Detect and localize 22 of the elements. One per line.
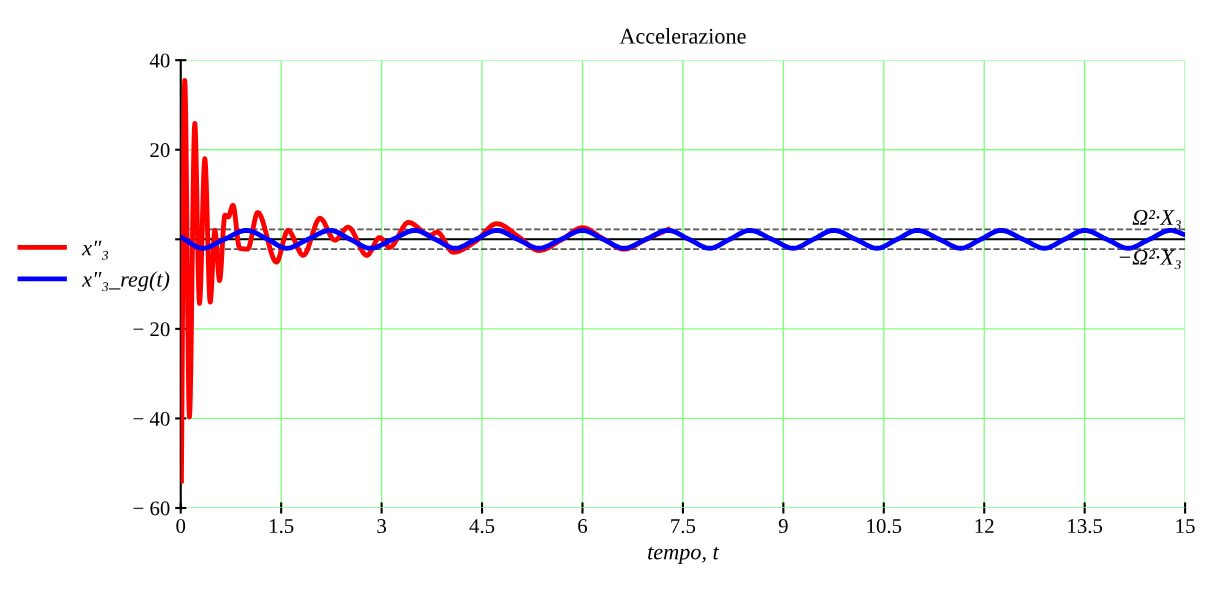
x-tick-label: 15 [1176, 519, 1195, 534]
x-tick-label: 9 [778, 519, 788, 534]
x-tick-label: 12 [975, 519, 994, 533]
x-tick-label: 13.5 [1068, 519, 1103, 534]
x-tick-label: 0 [176, 519, 186, 534]
y-tick-label: 20 [150, 143, 170, 158]
x-tick-label: 1.5 [269, 519, 294, 534]
x-axis-title: tempo, t [648, 546, 720, 564]
x-tick-label: 6 [578, 519, 588, 534]
ref-line-label: −Ω²·X₃ [1119, 249, 1181, 270]
x-tick-label: 10.5 [867, 519, 902, 534]
y-tick-label: − 20 [133, 322, 170, 337]
y-tick-label: − 60 [133, 501, 170, 516]
ref-line-label: Ω²·X₃ [1132, 210, 1181, 230]
x-tick-label: 3 [377, 519, 386, 534]
y-tick-label: 40 [149, 53, 170, 68]
legend-label: x″₃ [81, 240, 109, 260]
legend-label: x″₃_reg(t) [81, 271, 170, 292]
y-tick-label: − 40 [133, 411, 170, 426]
chart-title: Accelerazione [619, 28, 746, 44]
x-tick-label: 4.5 [469, 519, 495, 534]
x-tick-label: 7.5 [671, 519, 696, 534]
